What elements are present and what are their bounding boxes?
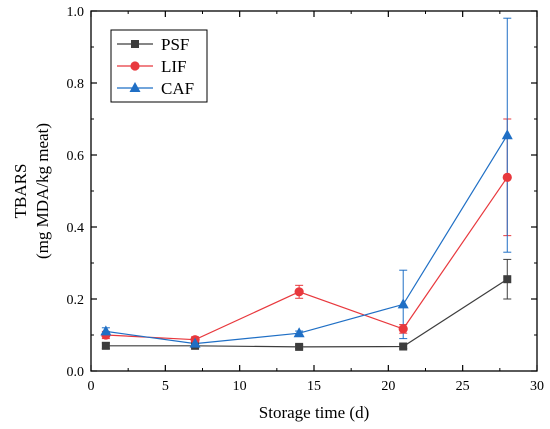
data-point-psf <box>101 341 110 350</box>
series-line-caf <box>105 134 508 345</box>
y-tick-label: 1.0 <box>67 5 85 20</box>
data-point-psf <box>295 342 304 351</box>
series-line-psf <box>105 278 508 348</box>
x-tick-label: 25 <box>456 379 470 394</box>
y-axis-label-line-2: (mg MDA/kg meat) <box>33 123 52 259</box>
legend-marker-shape <box>131 40 139 48</box>
series-line-lif <box>105 176 508 341</box>
legend-marker-shape <box>130 61 140 71</box>
data-point-lif <box>502 172 512 182</box>
x-tick-label: 15 <box>307 379 321 394</box>
series-lines <box>105 134 508 348</box>
y-tick-label: 0.4 <box>67 221 85 236</box>
legend-marker-lif <box>130 61 140 71</box>
x-axis-label: Storage time (d) <box>259 403 369 422</box>
y-tick-label: 0.2 <box>67 293 85 308</box>
y-axis-label-line-1: TBARS <box>11 164 30 219</box>
x-tick-label: 20 <box>381 379 395 394</box>
x-tick-label: 10 <box>233 379 247 394</box>
y-tick-label: 0.6 <box>67 149 85 164</box>
legend-item-caf: CAF <box>117 79 194 98</box>
legend-marker-shape <box>129 82 141 92</box>
data-point-caf <box>100 325 112 336</box>
data-point-caf <box>189 337 201 348</box>
y-tick-label: 0.8 <box>67 77 85 92</box>
legend-item-lif: LIF <box>117 57 187 76</box>
legend-label-psf: PSF <box>161 35 189 54</box>
data-point-caf <box>293 327 305 338</box>
data-point-caf <box>501 129 513 140</box>
legend-item-psf: PSF <box>117 35 189 54</box>
axis-ticks: 0 5 10 15 20 25 30 0.0 0.2 0.4 0.6 0.8 1.0 <box>67 5 545 394</box>
legend-label-lif: LIF <box>161 57 187 76</box>
data-point-psf <box>399 342 408 351</box>
data-point-psf <box>503 275 512 284</box>
x-tick-label: 30 <box>530 379 544 394</box>
legend-label-caf: CAF <box>161 79 194 98</box>
data-point-caf <box>397 298 409 309</box>
x-tick-label: 5 <box>162 379 169 394</box>
x-tick-label: 0 <box>88 379 95 394</box>
data-point-lif <box>294 287 304 297</box>
y-tick-label: 0.0 <box>67 365 85 380</box>
series-markers <box>100 129 513 351</box>
legend: PSF LIF CAF <box>110 29 208 103</box>
legend-marker-psf <box>131 40 139 48</box>
data-point-lif <box>398 324 408 334</box>
legend-marker-caf <box>129 82 141 92</box>
